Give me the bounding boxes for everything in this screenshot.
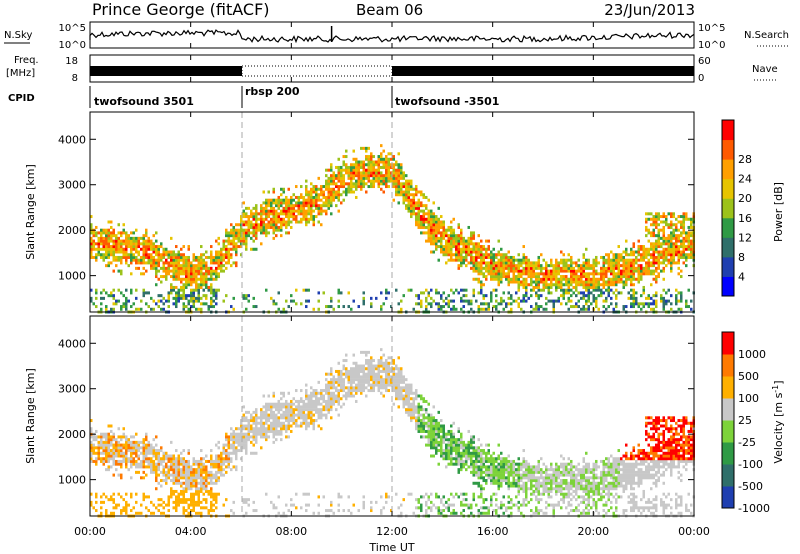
power-data bbox=[90, 144, 695, 314]
colorbar-swatch bbox=[722, 159, 734, 180]
x-tick-label: 00:00 bbox=[74, 525, 106, 538]
colorbar-swatch bbox=[722, 398, 734, 421]
colorbar-tick-label: -500 bbox=[738, 480, 763, 493]
x-tick-label: 16:00 bbox=[477, 525, 509, 538]
colorbar-tick-label: 500 bbox=[738, 370, 759, 383]
colorbar-swatch bbox=[722, 178, 734, 199]
colorbar-swatch bbox=[722, 354, 734, 377]
colorbar-tick-label: 8 bbox=[738, 251, 745, 264]
colorbar-tick-label: -1000 bbox=[738, 502, 770, 515]
colorbar-tick-label: 1000 bbox=[738, 348, 766, 361]
colorbar-swatch bbox=[722, 332, 734, 355]
freq-band-3 bbox=[392, 66, 694, 76]
power-panel: 1000 2000 3000 4000 Slant Range [km] 4 8 12 16… bbox=[24, 111, 785, 314]
colorbar-swatch bbox=[722, 120, 734, 141]
cpid-segment-3: twofsound -3501 bbox=[395, 95, 499, 108]
x-tick-label: 00:00 bbox=[678, 525, 710, 538]
colorbar-swatch bbox=[722, 198, 734, 219]
y-tick-label: 1000 bbox=[58, 474, 86, 487]
y-tick-label: 2000 bbox=[58, 428, 86, 441]
power-colorbar: 4 8 12 16 20 24 28 bbox=[721, 119, 752, 297]
colorbar-tick-label: -25 bbox=[738, 436, 756, 449]
nsky-panel: N.Sky 10^5 10^0 10^5 10^0 N.Search bbox=[4, 21, 790, 51]
y-tick-label: 4000 bbox=[58, 337, 86, 350]
cpid-panel: CPID twofsound 3501 rbsp 200 twofsound -… bbox=[8, 85, 499, 108]
colorbar-tick-label: 12 bbox=[738, 231, 752, 244]
nave-tick-lo: 0 bbox=[698, 73, 704, 84]
colorbar-tick-label: 100 bbox=[738, 392, 759, 405]
colorbar-tick-label: 28 bbox=[738, 153, 752, 166]
nsky-tick-lo: 10^0 bbox=[59, 40, 86, 51]
colorbar-tick-label: -100 bbox=[738, 458, 763, 471]
date-title: 23/Jun/2013 bbox=[604, 1, 695, 19]
y-tick-label: 3000 bbox=[58, 179, 86, 192]
y-tick-label: 3000 bbox=[58, 383, 86, 396]
nsky-tick-hi: 10^5 bbox=[59, 23, 86, 34]
colorbar-tick-label: 25 bbox=[738, 414, 752, 427]
colorbar-swatch bbox=[722, 464, 734, 487]
x-tick-label: 12:00 bbox=[376, 525, 408, 538]
colorbar-swatch bbox=[722, 420, 734, 443]
station-title: Prince George (fitACF) bbox=[92, 0, 270, 19]
nsearch-tick-hi: 10^5 bbox=[698, 23, 725, 34]
colorbar-tick-label: 24 bbox=[738, 173, 752, 186]
colorbar-tick-label: 4 bbox=[738, 270, 745, 283]
velocity-panel: 1000 2000 3000 4000 Slant Range [km] 1000 50… bbox=[24, 315, 786, 518]
beam-title: Beam 06 bbox=[356, 1, 423, 19]
nave-tick-hi: 60 bbox=[698, 56, 711, 67]
cpid-label: CPID bbox=[8, 93, 35, 104]
colorbar-swatch bbox=[722, 256, 734, 277]
x-tick-label: 04:00 bbox=[175, 525, 207, 538]
nsky-label: N.Sky bbox=[4, 30, 32, 41]
colorbar-tick-label: 20 bbox=[738, 192, 752, 205]
velocity-cbar-label: Velocity [m s-1] bbox=[771, 380, 786, 463]
y-tick-label: 2000 bbox=[58, 224, 86, 237]
x-tick-label: 20:00 bbox=[577, 525, 609, 538]
power-y-axis: 1000 2000 3000 4000 bbox=[58, 133, 694, 283]
freq-tick-lo: 8 bbox=[72, 73, 78, 84]
colorbar-swatch bbox=[722, 217, 734, 238]
x-axis-label: Time UT bbox=[368, 541, 414, 554]
cpid-segment-2: rbsp 200 bbox=[245, 85, 300, 98]
velocity-ylabel: Slant Range [km] bbox=[24, 368, 37, 464]
colorbar-swatch bbox=[722, 237, 734, 258]
nsearch-label: N.Search bbox=[744, 30, 789, 41]
colorbar-swatch bbox=[722, 276, 734, 297]
colorbar-swatch bbox=[722, 139, 734, 160]
y-tick-label: 1000 bbox=[58, 270, 86, 283]
nave-label: Nave bbox=[752, 64, 778, 75]
freq-label: Freq. bbox=[14, 55, 39, 66]
freq-tick-hi: 18 bbox=[65, 56, 78, 67]
power-cbar-label: Power [dB] bbox=[772, 182, 785, 242]
cpid-segment-1: twofsound 3501 bbox=[94, 95, 194, 108]
colorbar-swatch bbox=[722, 376, 734, 399]
colorbar-swatch bbox=[722, 442, 734, 465]
x-tick-label: 08:00 bbox=[275, 525, 307, 538]
colorbar-swatch bbox=[722, 486, 734, 509]
freq-band-1 bbox=[90, 66, 242, 76]
x-axis: 00:00 04:00 08:00 12:00 16:00 20:00 00:00 bbox=[74, 22, 710, 538]
nsearch-tick-lo: 10^0 bbox=[698, 40, 725, 51]
nsky-trace bbox=[89, 26, 695, 44]
y-tick-label: 4000 bbox=[58, 133, 86, 146]
power-ylabel: Slant Range [km] bbox=[24, 164, 37, 260]
velocity-y-axis: 1000 2000 3000 4000 bbox=[58, 337, 694, 487]
colorbar-tick-label: 16 bbox=[738, 212, 752, 225]
velocity-colorbar: 1000 500 100 25 -25 -100 -500 -1000 bbox=[721, 331, 770, 515]
freq-band-2 bbox=[241, 65, 393, 77]
freq-unit: [MHz] bbox=[6, 68, 35, 79]
